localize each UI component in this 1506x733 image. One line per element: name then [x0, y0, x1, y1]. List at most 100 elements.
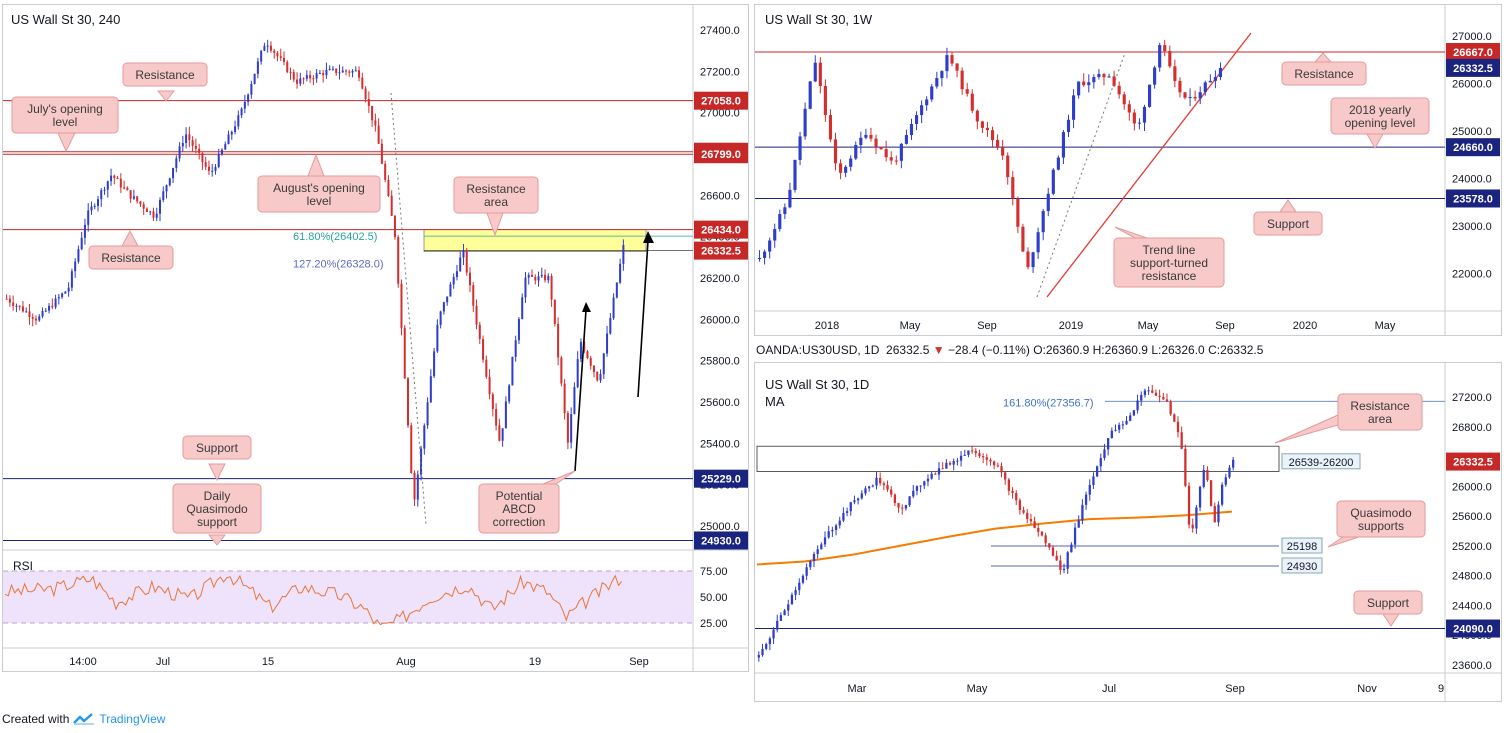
candle-1d-body	[1187, 485, 1191, 525]
price-tick: 23000.0	[1452, 221, 1492, 233]
candle-4h-body	[472, 285, 475, 306]
candle-4h-body	[322, 73, 325, 76]
time-tick: 9	[1438, 683, 1444, 695]
label-resistance-1w-pointer	[1313, 52, 1333, 63]
label-abcd-box	[478, 483, 560, 534]
candle-1d-body	[1140, 394, 1143, 401]
candle-4h-body	[253, 73, 256, 84]
price-tag-1w: 24660.0	[1453, 142, 1493, 154]
price-tick: 26800.0	[1452, 422, 1492, 434]
candle-4h-body	[358, 70, 361, 78]
zone-tag-bg	[1281, 453, 1361, 470]
candle-1d-body	[1048, 543, 1051, 548]
candle-1d-body	[1044, 535, 1047, 544]
candle-1d-body	[1118, 424, 1121, 430]
candle-4h-body	[132, 196, 135, 199]
candle-1w-body	[920, 105, 924, 116]
candle-1d-body	[1051, 547, 1055, 556]
candle-1d-body	[1184, 448, 1187, 486]
candle-4h-body	[560, 357, 563, 384]
candle-4h-body	[70, 271, 73, 288]
chart-1w-canvas[interactable]: 27000.0 26000.0 25000.0 24000.0 23000.0 22000…	[755, 5, 1502, 336]
chart-1d-canvas[interactable]: 27200.026800.026400.026000.025600.025200…	[755, 363, 1502, 702]
chart-4h-panel[interactable]: 27400.027200.027000.026800.026600.026400…	[2, 4, 749, 672]
chart-1d-panel[interactable]: 27200.026800.026400.026000.025600.025200…	[754, 362, 1502, 702]
candle-1w-body	[1178, 80, 1182, 93]
candle-1d-body	[926, 478, 930, 482]
candle-1d-body	[923, 481, 926, 486]
candle-4h-body	[230, 131, 233, 135]
label-qm-1d-pointer	[1327, 536, 1360, 548]
candle-4h-body	[485, 359, 488, 377]
candle-4h-body	[51, 305, 54, 308]
candle-4h-body	[462, 250, 465, 258]
candle-1w-body	[935, 78, 939, 87]
candle-1d-body	[1129, 415, 1132, 421]
candle-1w-body	[874, 138, 878, 147]
candle-1d-body	[1232, 459, 1235, 468]
candle-1d-body	[1059, 560, 1062, 571]
candle-4h-body	[557, 323, 560, 358]
candle-1d-body	[845, 511, 849, 513]
candle-1w-body	[788, 189, 792, 208]
candle-1d-body	[956, 460, 959, 462]
candle-1d-body	[879, 477, 882, 484]
label-yearly-open-line: opening level	[1345, 116, 1416, 130]
down-arrow-icon: ▼	[932, 343, 945, 357]
candle-4h-body	[449, 284, 452, 297]
candle-1d-body	[886, 485, 889, 490]
candle-1d-body	[959, 455, 963, 461]
candle-1w-body	[1198, 92, 1202, 99]
price-tick: 26600.0	[700, 190, 740, 202]
candle-1d-body	[849, 502, 852, 512]
candle-1w-body	[965, 89, 969, 94]
candle-1d-body	[996, 465, 999, 467]
candle-4h-body	[475, 305, 478, 325]
candle-4h-body	[599, 374, 602, 381]
candle-4h-body	[15, 305, 18, 307]
time-tick: 15	[262, 656, 274, 668]
candle-1d-body	[941, 468, 944, 470]
candle-4h-body	[266, 45, 269, 47]
chart-1w-panel[interactable]: 27000.0 26000.0 25000.0 24000.0 23000.0 22000…	[754, 4, 1502, 336]
candle-1w-body	[1082, 81, 1086, 86]
candle-1w-body	[996, 140, 1000, 148]
candle-1w-body	[1031, 252, 1035, 268]
footer-brand[interactable]: TradingView	[99, 712, 166, 726]
zone-tag: 26539-26200	[1289, 457, 1354, 469]
candle-4h-body	[31, 317, 34, 319]
candle-4h-body	[250, 83, 253, 95]
candle-1w-body	[1066, 119, 1071, 133]
candle-1d-body	[890, 489, 893, 495]
candle-1w-body	[945, 55, 949, 72]
candle-1w-body	[985, 127, 990, 131]
candle-1w-body	[869, 134, 873, 139]
candle-1w-body	[1168, 51, 1172, 67]
candle-1d-body	[790, 594, 794, 605]
candle-4h-body	[452, 276, 455, 285]
candle-1d-body	[831, 529, 834, 532]
candle-1d-body	[937, 468, 941, 475]
candle-1w-body	[1208, 80, 1212, 83]
time-tick: 14:00	[69, 656, 97, 668]
candle-1d-body	[776, 620, 779, 630]
candle-4h-body	[436, 324, 439, 352]
up-arrow-icon	[582, 302, 591, 312]
qm-tag-a: 25198	[1287, 541, 1318, 553]
candle-4h-body	[178, 146, 181, 159]
chart-4h-canvas[interactable]: 27400.027200.027000.026800.026600.026400…	[3, 5, 749, 672]
candle-4h-body	[566, 413, 569, 443]
price-tag-4h: 26434.0	[701, 225, 741, 237]
candle-1w-body	[768, 240, 772, 252]
candle-4h-body	[116, 178, 119, 180]
candle-4h-body	[540, 274, 543, 277]
candle-1d-body	[1018, 500, 1022, 511]
price-tag-1w-bg	[1446, 189, 1500, 208]
candle-1w-body	[970, 93, 974, 111]
candle-4h-body	[354, 70, 357, 72]
price-tag-4h-bg	[694, 145, 748, 164]
candle-1w-body	[904, 135, 908, 144]
label-qm-1d-line: supports	[1358, 519, 1404, 533]
candle-1w-body	[828, 115, 833, 140]
candle-4h-body	[204, 162, 207, 167]
